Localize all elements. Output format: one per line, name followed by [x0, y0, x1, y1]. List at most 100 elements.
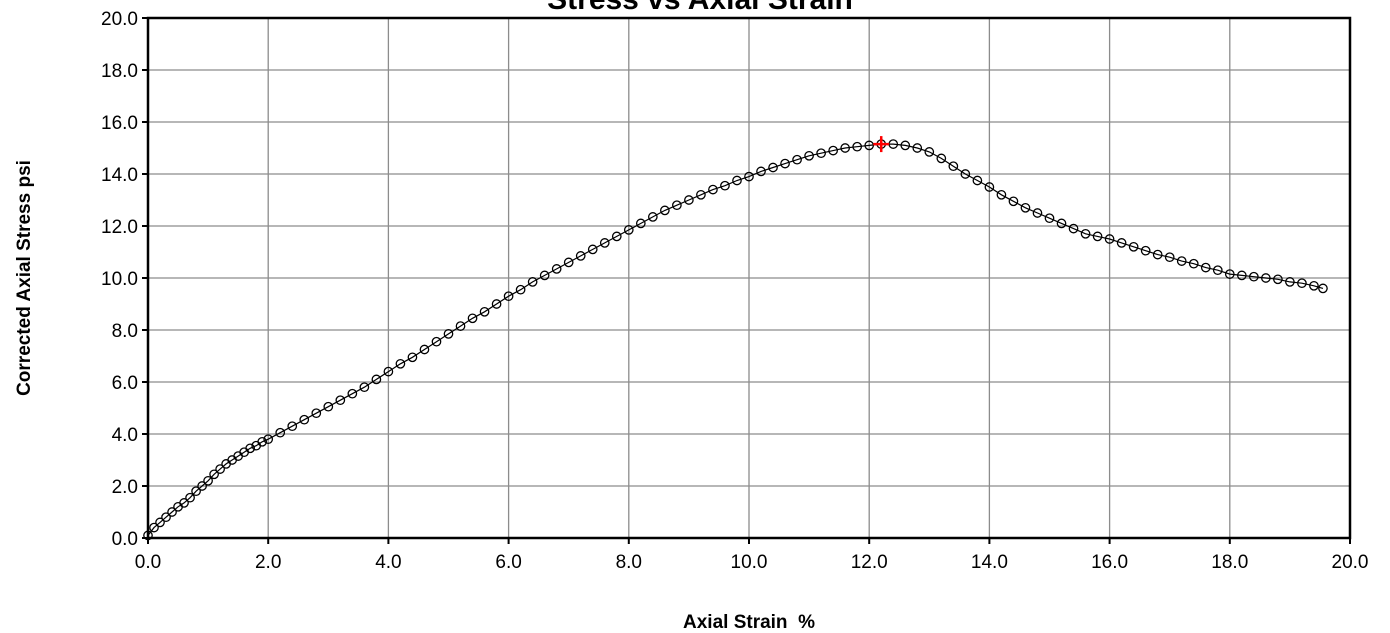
data-point [149, 522, 159, 533]
data-point [347, 388, 358, 399]
data-point [443, 329, 454, 339]
x-tick-label: 16.0 [1091, 552, 1128, 573]
x-tick-label: 8.0 [616, 552, 642, 573]
data-point [179, 498, 189, 508]
data-point [563, 257, 574, 268]
data-point [792, 154, 802, 165]
y-axis-title: Corrected Axial Stress psi [14, 160, 35, 396]
data-point [197, 481, 207, 491]
data-point [1140, 245, 1151, 256]
y-tick-label: 10.0 [101, 269, 138, 290]
data-point [371, 374, 382, 385]
data-point [275, 427, 286, 438]
data-point [948, 161, 959, 172]
data-point [167, 507, 177, 517]
data-point [599, 238, 610, 248]
data-point [936, 153, 947, 164]
data-point [972, 175, 983, 186]
data-point [209, 469, 219, 480]
data-point [1200, 262, 1211, 273]
data-point [215, 464, 225, 474]
data-point [155, 517, 165, 528]
data-point [768, 162, 778, 173]
y-tick-label: 0.0 [112, 529, 138, 550]
data-point [479, 306, 490, 317]
y-tick-label: 8.0 [112, 321, 138, 342]
data-point [647, 212, 658, 222]
data-point [924, 147, 935, 157]
data-point [912, 143, 923, 153]
data-point [587, 244, 598, 255]
data-point [1188, 258, 1199, 269]
data-point [696, 189, 706, 200]
data-point [1116, 238, 1127, 248]
data-point [1152, 249, 1163, 260]
data-point [1318, 283, 1328, 294]
data-point [708, 184, 718, 195]
y-tick-label: 18.0 [101, 61, 138, 82]
data-point [684, 195, 694, 205]
data-point [1309, 280, 1319, 291]
data-point [1212, 265, 1223, 276]
x-axis-title: Axial Strain % [683, 612, 815, 633]
tick-layer: 0.0 2.0 4.0 6.0 8.0 10.0 12.0 14.0 16.0 18.0 20.0 0… [101, 9, 1368, 573]
chart-title: Stress vs Axial Strain [547, 0, 853, 16]
data-point [611, 231, 622, 242]
data-point [527, 277, 538, 287]
series-line [147, 143, 1324, 536]
data-point [1164, 252, 1175, 263]
data-point [185, 492, 195, 503]
data-point [515, 284, 526, 295]
data-point [780, 158, 790, 169]
y-tick-label: 16.0 [101, 113, 138, 134]
data-point [1104, 234, 1115, 244]
x-tick-label: 14.0 [971, 552, 1008, 573]
x-tick-label: 10.0 [731, 552, 768, 573]
data-point [1176, 256, 1187, 266]
data-point [359, 382, 370, 393]
data-point [311, 408, 322, 419]
x-tick-label: 4.0 [375, 552, 401, 573]
data-point [1008, 196, 1019, 207]
data-point [984, 182, 995, 192]
x-tick-label: 12.0 [851, 552, 888, 573]
data-point [1020, 202, 1031, 213]
data-point [1032, 208, 1043, 218]
data-point [299, 414, 310, 425]
data-marks [143, 136, 1328, 541]
data-point [143, 530, 153, 541]
y-tick-label: 6.0 [112, 373, 138, 394]
data-point [660, 205, 670, 216]
data-point [323, 401, 334, 412]
data-point [1044, 213, 1055, 224]
x-tick-label: 20.0 [1332, 552, 1369, 573]
x-tick-label: 6.0 [495, 552, 521, 573]
data-point [960, 169, 971, 179]
data-point [161, 512, 171, 523]
grid-layer [148, 18, 1350, 538]
data-point [257, 436, 268, 447]
x-tick-label: 0.0 [135, 552, 161, 573]
x-tick-label: 18.0 [1211, 552, 1248, 573]
data-point [732, 175, 742, 186]
data-point [383, 366, 394, 377]
data-point [431, 336, 442, 347]
data-point [203, 475, 213, 486]
data-point [503, 291, 514, 302]
x-tick-label: 2.0 [255, 552, 281, 573]
y-tick-label: 4.0 [112, 425, 138, 446]
y-tick-label: 12.0 [101, 217, 138, 238]
data-point [407, 352, 418, 363]
data-point [287, 421, 298, 432]
data-point [467, 313, 478, 324]
y-tick-label: 2.0 [112, 477, 138, 498]
data-point [828, 145, 838, 156]
data-point [263, 434, 274, 445]
data-point [1056, 218, 1067, 229]
data-point [245, 443, 256, 454]
data-point [720, 180, 730, 191]
data-point [335, 395, 346, 406]
data-point [756, 166, 766, 177]
y-tick-label: 14.0 [101, 165, 138, 186]
